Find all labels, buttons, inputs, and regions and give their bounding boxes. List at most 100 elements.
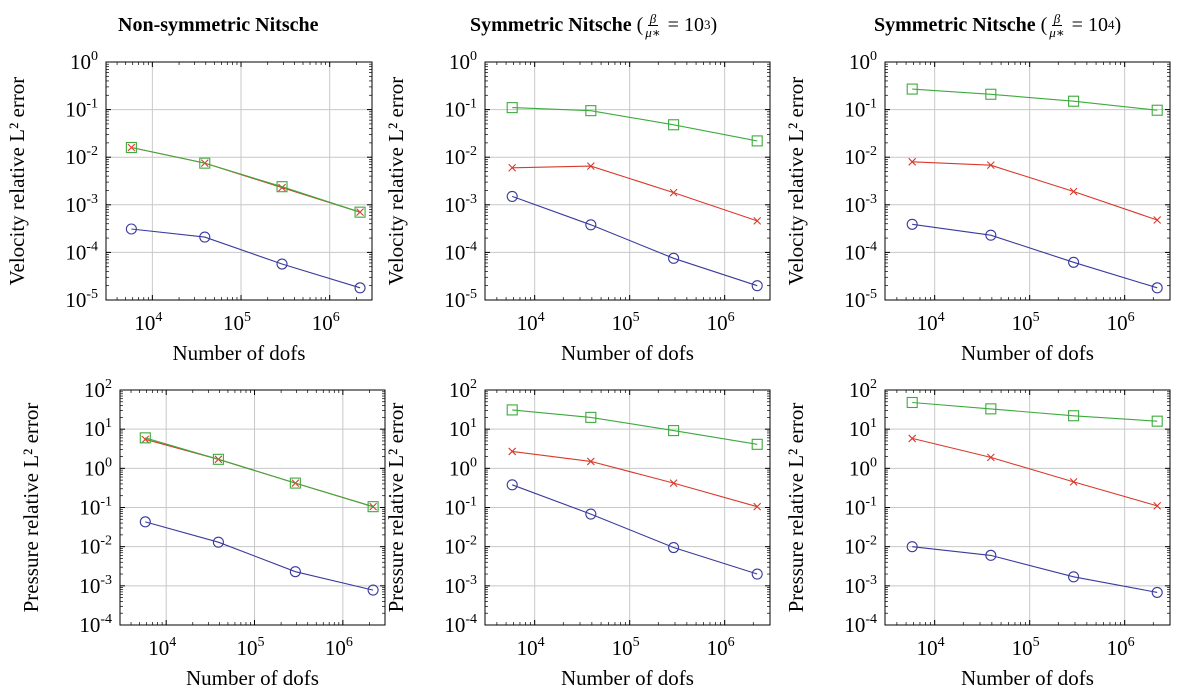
data-point-square xyxy=(585,411,597,423)
column-title-1: Non-symmetric Nitsche xyxy=(118,8,319,42)
y-tick-label: 10-2 xyxy=(79,534,112,559)
ratio-fraction: β μ∗ xyxy=(645,12,660,39)
y-tick-label: 10-3 xyxy=(844,573,877,598)
series-line-green xyxy=(512,409,758,445)
data-point-circle xyxy=(668,252,680,264)
axes-frame xyxy=(484,389,771,626)
data-point-cross xyxy=(586,457,595,466)
series-line-red xyxy=(512,450,758,508)
data-point-circle xyxy=(212,536,224,548)
data-point-circle xyxy=(354,282,366,294)
ratio-numerator: β xyxy=(1051,10,1063,26)
series-line-green xyxy=(512,107,758,142)
data-point-circle xyxy=(906,541,918,553)
ratio-value-base: 10 xyxy=(1087,13,1108,36)
chart-panel-5: 10-4 10-3 10-2 10-1 100 101 102 104 105 106 Number… xyxy=(384,377,771,690)
data-point-cross xyxy=(753,216,762,225)
series-line-blue xyxy=(912,223,1158,289)
data-point-square xyxy=(212,453,224,465)
y-tick-label: 10-4 xyxy=(79,612,112,637)
data-point-square xyxy=(751,135,763,147)
y-tick-label: 10-5 xyxy=(844,287,877,312)
axes-frame xyxy=(105,61,373,301)
data-point-square xyxy=(1068,95,1080,107)
y-tick-label: 10-2 xyxy=(844,144,877,169)
x-tick-label: 104 xyxy=(148,635,176,660)
data-point-circle xyxy=(585,508,597,520)
y-tick-label: 10-3 xyxy=(79,573,112,598)
x-axis-label: Number of dofs xyxy=(561,341,694,365)
data-point-circle xyxy=(906,218,918,230)
axes-frame xyxy=(884,389,1171,626)
column-title-2: Symmetric Nitsche ( β μ∗ = 10 3 ) xyxy=(470,10,718,40)
x-tick-label: 105 xyxy=(1012,635,1040,660)
y-tick-label: 101 xyxy=(84,416,112,441)
data-point-circle xyxy=(751,568,763,580)
data-point-square xyxy=(506,102,518,114)
series-line-blue xyxy=(145,521,374,591)
y-tick-label: 10-4 xyxy=(844,612,877,637)
y-tick-label: 100 xyxy=(849,49,877,74)
data-point-square xyxy=(367,501,379,513)
y-tick-label: 10-5 xyxy=(444,287,477,312)
x-tick-label: 106 xyxy=(325,635,353,660)
y-tick-label: 10-2 xyxy=(444,144,477,169)
x-axis-label: Number of dofs xyxy=(961,666,1094,690)
column-title-1-text: Non-symmetric Nitsche xyxy=(118,13,319,36)
x-axis-label: Number of dofs xyxy=(561,666,694,690)
data-point-cross xyxy=(669,188,678,197)
y-tick-label: 10-3 xyxy=(65,192,98,217)
y-tick-label: 10-1 xyxy=(444,97,477,122)
y-axis-label: Velocity relative L² error xyxy=(784,77,808,286)
y-tick-label: 10-4 xyxy=(444,239,477,264)
series-line-blue xyxy=(512,484,758,575)
data-point-square xyxy=(985,88,997,100)
y-axis-label: Pressure relative L² error xyxy=(19,403,43,613)
chart-panel-4: 10-4 10-3 10-2 10-1 100 101 102 104 105 106Number… xyxy=(19,377,386,690)
x-tick-label: 105 xyxy=(223,310,251,335)
data-point-circle xyxy=(1151,586,1163,598)
data-point-circle xyxy=(668,541,680,554)
y-tick-label: 102 xyxy=(84,377,112,402)
series-line-green xyxy=(145,437,374,508)
y-tick-label: 10-1 xyxy=(444,495,477,520)
x-tick-label: 105 xyxy=(612,635,640,660)
ratio-fraction: β μ∗ xyxy=(1049,12,1064,39)
series-line-red xyxy=(912,161,1158,221)
data-point-circle xyxy=(585,219,597,231)
data-point-square xyxy=(354,206,366,218)
y-tick-label: 102 xyxy=(449,377,477,402)
x-axis-label: Number of dofs xyxy=(173,341,306,365)
y-tick-label: 10-1 xyxy=(79,495,112,520)
series-line-blue xyxy=(512,195,758,287)
x-axis-label: Number of dofs xyxy=(961,341,1094,365)
data-point-circle xyxy=(506,190,518,202)
y-tick-label: 10-1 xyxy=(844,97,877,122)
data-point-cross xyxy=(669,479,678,487)
y-tick-label: 10-3 xyxy=(844,192,877,217)
y-axis-label: Pressure relative L² error xyxy=(784,403,808,613)
column-title-3-text: Symmetric Nitsche xyxy=(874,13,1036,36)
y-tick-label: 102 xyxy=(849,377,877,402)
x-tick-label: 106 xyxy=(312,310,340,335)
data-point-cross xyxy=(986,453,995,462)
data-point-circle xyxy=(276,258,288,270)
data-point-cross xyxy=(1069,478,1078,486)
data-point-cross xyxy=(278,183,286,192)
x-tick-label: 106 xyxy=(707,635,735,660)
series-line-blue xyxy=(131,228,361,289)
x-tick-label: 106 xyxy=(1107,635,1135,660)
data-point-square xyxy=(289,477,301,489)
y-tick-label: 10-2 xyxy=(844,534,877,559)
data-point-square xyxy=(276,181,288,193)
y-tick-label: 100 xyxy=(449,455,477,480)
y-tick-label: 10-5 xyxy=(65,287,98,312)
series-line-blue xyxy=(912,546,1158,593)
data-point-cross xyxy=(508,447,517,456)
y-tick-label: 100 xyxy=(449,49,477,74)
data-point-circle xyxy=(289,566,301,578)
y-tick-label: 100 xyxy=(70,49,98,74)
data-point-circle xyxy=(139,516,151,528)
series-line-red xyxy=(512,165,758,222)
x-tick-label: 106 xyxy=(1107,310,1135,335)
